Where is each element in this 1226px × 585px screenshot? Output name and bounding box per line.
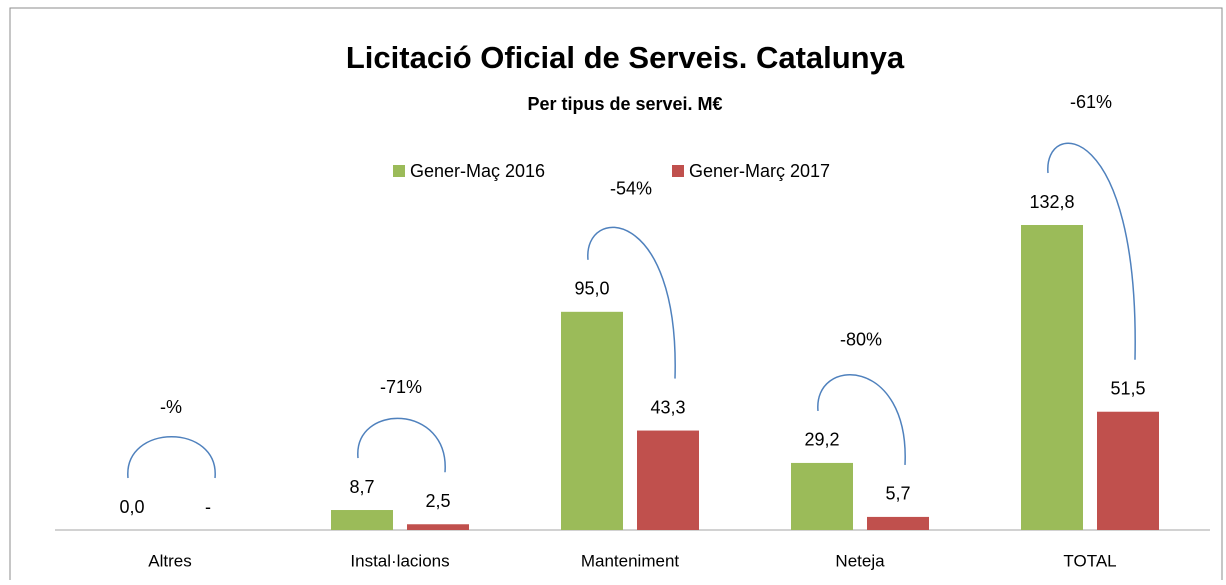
x-tick-label: Manteniment [581, 551, 680, 570]
value-label: - [205, 497, 211, 517]
legend-swatch [393, 165, 405, 177]
value-label: 2,5 [425, 491, 450, 511]
bar [331, 510, 393, 530]
value-label: 43,3 [650, 397, 685, 417]
bar [561, 311, 623, 530]
bar [407, 524, 469, 530]
change-label: -% [160, 397, 182, 417]
change-arc [357, 417, 446, 473]
chart-subtitle: Per tipus de servei. M€ [527, 94, 722, 114]
value-label: 5,7 [885, 484, 910, 504]
legend-swatch [672, 165, 684, 177]
x-tick-label: Neteja [835, 551, 885, 570]
x-tick-label: Altres [148, 551, 191, 570]
value-label: 132,8 [1029, 192, 1074, 212]
bar [867, 516, 929, 530]
change-arc [587, 226, 676, 379]
chart-title: Licitació Oficial de Serveis. Catalunya [346, 40, 905, 75]
change-arc [127, 436, 216, 479]
legend-label: Gener-Maç 2016 [410, 161, 545, 181]
value-label: 51,5 [1110, 378, 1145, 398]
change-label: -61% [1070, 92, 1112, 112]
bar [1021, 225, 1083, 530]
change-label: -80% [840, 330, 882, 350]
value-label: 0,0 [119, 497, 144, 517]
value-label: 95,0 [574, 279, 609, 299]
bar [791, 462, 853, 530]
change-arc [817, 373, 906, 465]
value-label: 29,2 [804, 430, 839, 450]
change-arc [1047, 142, 1136, 360]
value-label: 8,7 [349, 477, 374, 497]
bar [637, 430, 699, 530]
legend-label: Gener-Març 2017 [689, 161, 830, 181]
change-label: -71% [380, 377, 422, 397]
x-tick-label: TOTAL [1063, 551, 1116, 570]
bar [1097, 411, 1159, 530]
x-tick-label: Instal·lacions [350, 551, 449, 570]
change-label: -54% [610, 179, 652, 199]
